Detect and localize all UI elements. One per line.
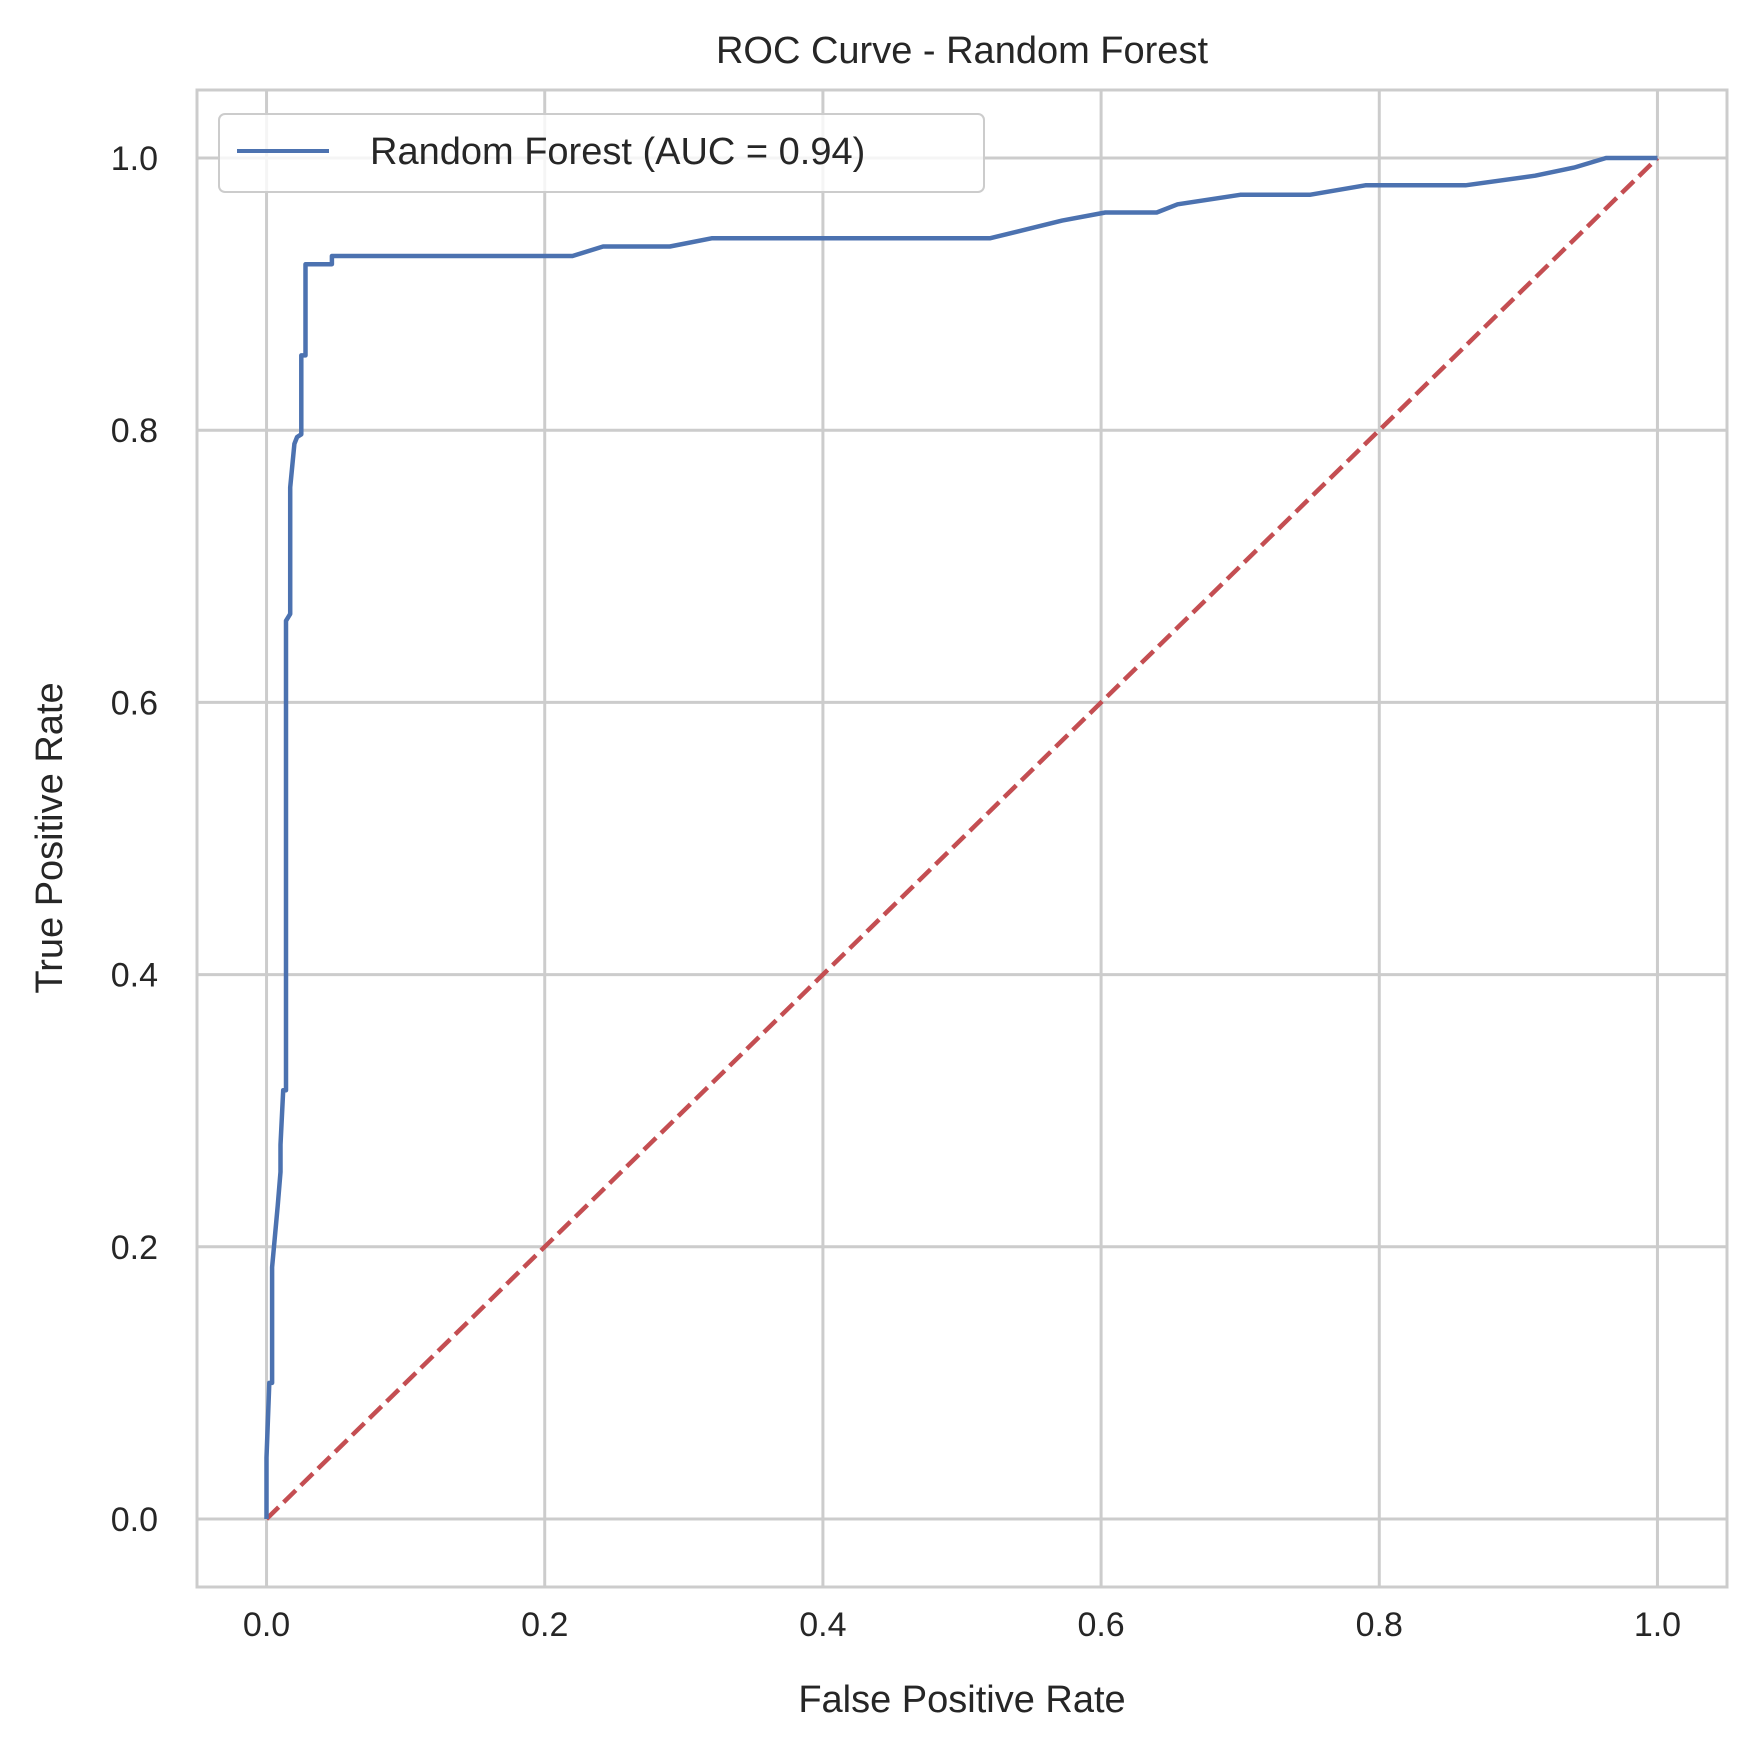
grid-lines [197,90,1727,1587]
y-axis-label: True Positive Rate [29,682,71,993]
x-axis-label: False Positive Rate [798,1679,1125,1721]
x-tick-label: 0.8 [1356,1606,1403,1644]
y-tick-label: 0.6 [111,684,158,722]
y-tick-label: 0.8 [111,412,158,450]
y-tick-label: 0.4 [111,957,158,995]
legend-label-random-forest: Random Forest (AUC = 0.94) [370,131,865,173]
y-tick-labels: 0.0 0.2 0.4 0.6 0.8 1.0 [111,140,158,1539]
chance-diagonal-line [264,156,1660,1521]
x-tick-label: 0.6 [1077,1606,1124,1644]
x-tick-label: 0.2 [521,1606,568,1644]
x-tick-label: 0.0 [243,1606,290,1644]
y-tick-label: 0.0 [111,1501,158,1539]
x-tick-label: 1.0 [1634,1606,1681,1644]
plot-frame [195,88,1729,1589]
roc-curve-line [264,155,1658,1519]
legend: Random Forest (AUC = 0.94) [218,113,985,193]
y-tick-label: 0.2 [111,1229,158,1267]
x-tick-labels: 0.0 0.2 0.4 0.6 0.8 1.0 [243,1606,1681,1644]
chart-title: ROC Curve - Random Forest [716,30,1208,72]
x-tick-label: 0.4 [799,1606,846,1644]
series-layer [264,155,1660,1521]
legend-box [218,113,985,193]
y-tick-label: 1.0 [111,140,158,178]
